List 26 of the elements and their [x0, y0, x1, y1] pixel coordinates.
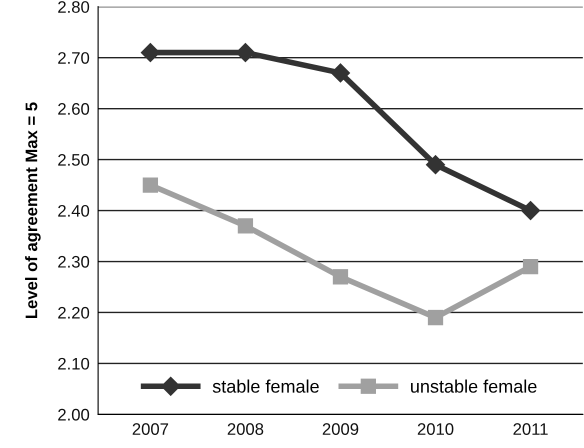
y-tick-label: 2.10 [58, 358, 90, 370]
point [140, 43, 160, 62]
x-tick-label: 2011 [513, 423, 548, 435]
point [521, 201, 540, 220]
y-axis-title: Level of agreement Max = 5 [25, 102, 41, 318]
legend-label: stable female [212, 380, 319, 393]
y-tick-label: 2.00 [58, 408, 90, 421]
x-tick-label: 2009 [322, 423, 358, 435]
x-tick-label: 2010 [418, 423, 454, 435]
point [426, 155, 446, 174]
point [142, 177, 158, 193]
x-tick-label: 2007 [132, 423, 168, 435]
point [428, 310, 444, 326]
point [330, 63, 350, 82]
y-tick-label: 2.30 [58, 256, 90, 268]
y-tick-label: 2.40 [58, 204, 90, 217]
y-tick-label: 2.60 [58, 103, 90, 115]
x-tick-label: 2008 [228, 423, 264, 435]
y-tick-label: 2.50 [58, 154, 90, 166]
y-tick-label: 2.20 [58, 306, 90, 319]
point [332, 269, 348, 284]
y-tick-label: 2.70 [58, 52, 90, 64]
y-tick-label: 2.80 [58, 1, 90, 13]
point [522, 258, 538, 274]
legend-label: unstable female [411, 380, 537, 393]
point [238, 218, 254, 234]
